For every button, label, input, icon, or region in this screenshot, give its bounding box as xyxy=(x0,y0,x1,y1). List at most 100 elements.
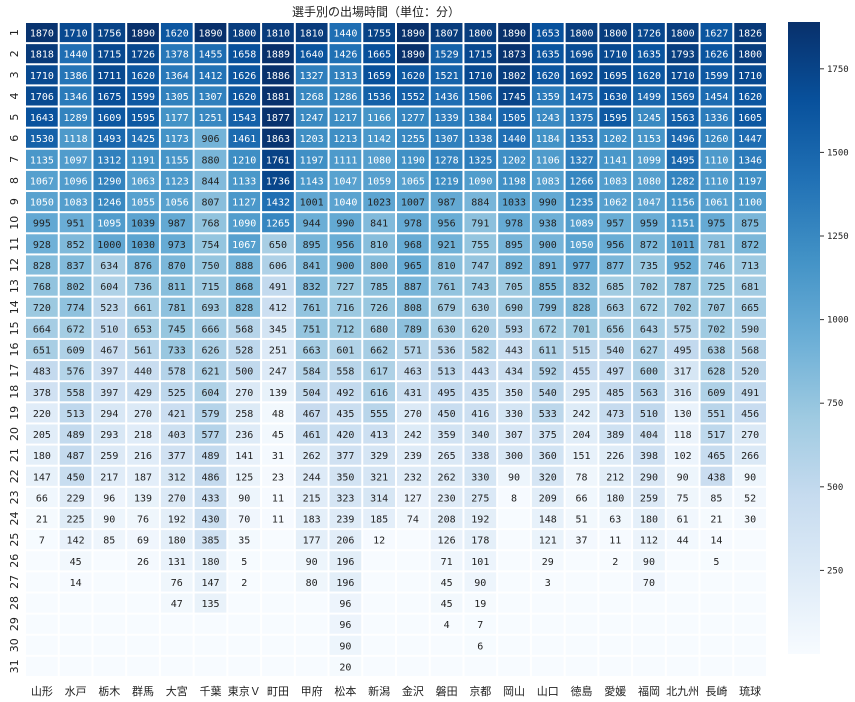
cell-value-label: 1153 xyxy=(637,134,661,145)
heatmap-cell xyxy=(127,339,159,360)
x-tick-label: 琉球 xyxy=(739,684,761,698)
heatmap-cell xyxy=(700,192,733,212)
heatmap-cell xyxy=(397,593,429,613)
cell-value-label: 582 xyxy=(471,346,489,357)
heatmap-cell xyxy=(194,487,227,507)
heatmap-cell xyxy=(59,213,92,233)
heatmap-cell xyxy=(734,318,766,338)
heatmap-cell xyxy=(194,403,227,423)
cell-value-label: 461 xyxy=(303,430,321,441)
heatmap-cell xyxy=(194,107,227,127)
cell-value-label: 1061 xyxy=(704,198,728,209)
heatmap-cell xyxy=(363,128,395,148)
heatmap-cell xyxy=(498,530,530,550)
heatmap-cell xyxy=(59,466,92,486)
cell-value-label: 630 xyxy=(471,303,489,314)
cell-value-label: 807 xyxy=(201,198,219,209)
cell-value-label: 1599 xyxy=(131,92,155,103)
y-tick-label: 15 xyxy=(8,321,21,335)
heatmap-cell xyxy=(127,424,159,444)
heatmap-cell xyxy=(160,403,193,423)
heatmap-cell xyxy=(194,656,227,676)
cell-value-label: 620 xyxy=(471,324,489,335)
heatmap-cell xyxy=(262,508,294,529)
heatmap-cell xyxy=(397,530,429,550)
cell-value-label: 1802 xyxy=(502,71,526,82)
cell-value-label: 127 xyxy=(404,493,422,504)
heatmap-cell xyxy=(59,128,92,148)
heatmap-cell xyxy=(295,361,328,381)
heatmap-cell xyxy=(498,23,530,43)
cell-value-label: 630 xyxy=(438,324,456,335)
cell-value-label: 1375 xyxy=(569,113,593,124)
cell-value-label: 1710 xyxy=(64,29,88,40)
cell-value-label: 593 xyxy=(505,324,523,335)
cell-value-label: 568 xyxy=(235,324,253,335)
heatmap-cell xyxy=(734,23,766,43)
heatmap-cell xyxy=(397,276,429,296)
cell-value-label: 1243 xyxy=(536,113,560,124)
heatmap-cell xyxy=(295,382,328,402)
cell-value-label: 1595 xyxy=(603,113,627,124)
cell-value-label: 680 xyxy=(370,324,388,335)
cell-value-label: 1251 xyxy=(198,113,222,124)
cell-value-label: 828 xyxy=(572,303,590,314)
heatmap-cell xyxy=(363,86,395,106)
heatmap-cell xyxy=(194,635,227,655)
cell-value-label: 1277 xyxy=(401,113,425,124)
cell-value-label: 1110 xyxy=(704,176,728,187)
cell-value-label: 799 xyxy=(539,303,557,314)
cell-value-label: 1455 xyxy=(198,50,222,61)
heatmap-cell xyxy=(633,128,665,148)
heatmap-cell xyxy=(194,44,227,64)
x-tick-label: 山形 xyxy=(31,685,53,698)
cell-value-label: 707 xyxy=(707,303,725,314)
cell-value-label: 733 xyxy=(168,346,186,357)
heatmap-cell xyxy=(160,297,193,317)
heatmap-cell xyxy=(295,297,328,317)
heatmap-cell xyxy=(565,149,598,169)
cell-value-label: 1793 xyxy=(671,50,695,61)
y-tick-label: 21 xyxy=(8,448,21,462)
x-tick-label: 徳島 xyxy=(571,684,593,698)
cell-value-label: 2 xyxy=(241,578,247,589)
heatmap-cell xyxy=(734,86,766,106)
heatmap-cell xyxy=(262,593,294,613)
cell-value-label: 209 xyxy=(539,493,557,504)
cell-value-label: 139 xyxy=(134,493,152,504)
heatmap-cell xyxy=(26,530,58,550)
cell-value-label: 1033 xyxy=(502,198,526,209)
cell-value-label: 135 xyxy=(201,599,219,610)
cell-value-label: 1506 xyxy=(468,92,492,103)
cell-value-label: 921 xyxy=(438,240,456,251)
cell-value-label: 1493 xyxy=(97,134,121,145)
cell-value-label: 1807 xyxy=(435,29,459,40)
cell-value-label: 330 xyxy=(471,472,489,483)
cell-value-label: 685 xyxy=(606,282,624,293)
heatmap-cell xyxy=(295,424,328,444)
heatmap-cell xyxy=(160,593,193,613)
heatmap-cell xyxy=(262,149,294,169)
heatmap-cell xyxy=(363,403,395,423)
heatmap-cell xyxy=(565,170,598,191)
heatmap-cell xyxy=(127,44,159,64)
cell-value-label: 330 xyxy=(505,409,523,420)
cell-value-label: 928 xyxy=(33,240,51,251)
heatmap-cell xyxy=(194,255,227,275)
heatmap-cell xyxy=(363,170,395,191)
cell-value-label: 1881 xyxy=(266,92,290,103)
cell-value-label: 45 xyxy=(441,599,453,610)
cell-value-label: 404 xyxy=(640,430,658,441)
cell-value-label: 389 xyxy=(606,430,624,441)
cell-value-label: 398 xyxy=(640,451,658,462)
cell-value-label: 463 xyxy=(404,367,422,378)
cell-value-label: 1007 xyxy=(401,198,425,209)
cell-value-label: 720 xyxy=(33,303,51,314)
cell-value-label: 492 xyxy=(336,388,354,399)
cell-value-label: 29 xyxy=(542,557,554,568)
cell-value-label: 177 xyxy=(303,536,321,547)
cell-value-label: 295 xyxy=(572,388,590,399)
cell-value-label: 1635 xyxy=(536,50,560,61)
cell-value-label: 959 xyxy=(640,219,658,230)
heatmap-cell xyxy=(531,635,564,655)
